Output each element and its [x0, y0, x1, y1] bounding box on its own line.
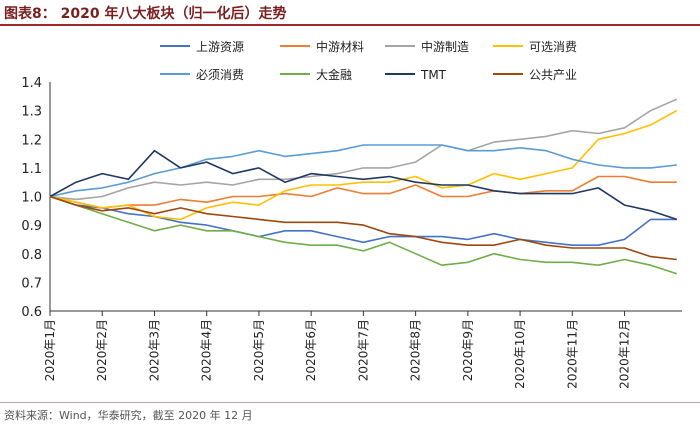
y-tick-label: 0.6 [21, 305, 42, 320]
series-line-公共产业 [49, 195, 677, 261]
x-tick-label: 2020年10月 [513, 319, 527, 389]
x-tick-label: 2020年5月 [252, 319, 266, 381]
legend-item: 上游资源 [160, 40, 244, 54]
legend-item: TMT [385, 68, 447, 82]
series-line-TMT [49, 149, 678, 221]
legend-label: 可选消费 [529, 40, 577, 54]
figure-title: 图表8： 2020 年八大板块（归一化后）走势 [4, 6, 287, 22]
x-axis: 2020年1月 2020年2月 2020年3月 2020年4月 2020年5月 2020年… [43, 310, 682, 389]
y-tick-label: 1.1 [21, 162, 42, 177]
y-tick-label: 0.8 [21, 248, 42, 263]
series-lines [49, 98, 678, 275]
legend-item: 可选消费 [493, 40, 577, 54]
legend-label: 大金融 [316, 67, 352, 82]
y-tick-label: 0.9 [21, 219, 42, 234]
y-tick-label: 1.0 [21, 191, 42, 206]
figure-header: 图表8： 2020 年八大板块（归一化后）走势 [0, 0, 700, 24]
title-divider [0, 24, 700, 26]
legend-label: 公共产业 [529, 68, 577, 82]
series-line-大金融 [49, 195, 678, 275]
x-tick-label: 2020年12月 [618, 319, 632, 389]
series-line-中游材料 [49, 175, 677, 209]
y-axis: 1.4 1.3 1.2 1.1 1.0 0.9 0.8 0.7 0.6 [21, 76, 51, 320]
legend-label: 中游材料 [316, 39, 364, 54]
legend-item: 中游制造 [385, 39, 469, 54]
footer-divider [0, 402, 700, 403]
legend-label: TMT [420, 68, 447, 82]
y-tick-label: 1.3 [21, 105, 42, 120]
series-line-可选消费 [49, 109, 678, 221]
source-note: 资料来源：Wind，华泰研究，截至 2020 年 12 月 [4, 409, 253, 422]
x-tick-label: 2020年7月 [356, 319, 370, 381]
legend-label: 上游资源 [196, 40, 244, 54]
series-line-必须消费 [49, 144, 677, 198]
y-tick-label: 1.4 [21, 76, 42, 91]
x-tick-label: 2020年9月 [461, 319, 475, 381]
x-tick-label: 2020年4月 [200, 319, 214, 381]
series-line-上游资源 [49, 195, 677, 246]
legend-label: 中游制造 [421, 39, 469, 54]
x-tick-label: 2020年3月 [147, 319, 161, 381]
x-tick-label: 2020年8月 [409, 319, 423, 381]
y-tick-label: 1.2 [21, 133, 42, 148]
legend-label: 必须消费 [196, 68, 244, 82]
legend-item: 公共产业 [493, 68, 577, 82]
x-tick-label: 2020年2月 [95, 319, 109, 381]
chart-area: 上游资源 中游材料 中游制造 可选消费必须消费 大金融 TMT 公共产业 1.4 1.3 1.2… [0, 26, 700, 400]
legend-item: 中游材料 [280, 39, 364, 54]
x-tick-label: 2020年1月 [43, 319, 57, 381]
legend-item: 必须消费 [160, 68, 244, 82]
y-tick-label: 0.7 [21, 276, 42, 291]
x-tick-label: 2020年11月 [565, 319, 579, 389]
legend-item: 大金融 [280, 67, 352, 82]
x-tick-label: 2020年6月 [304, 319, 318, 381]
series-line-中游制造 [49, 98, 678, 201]
